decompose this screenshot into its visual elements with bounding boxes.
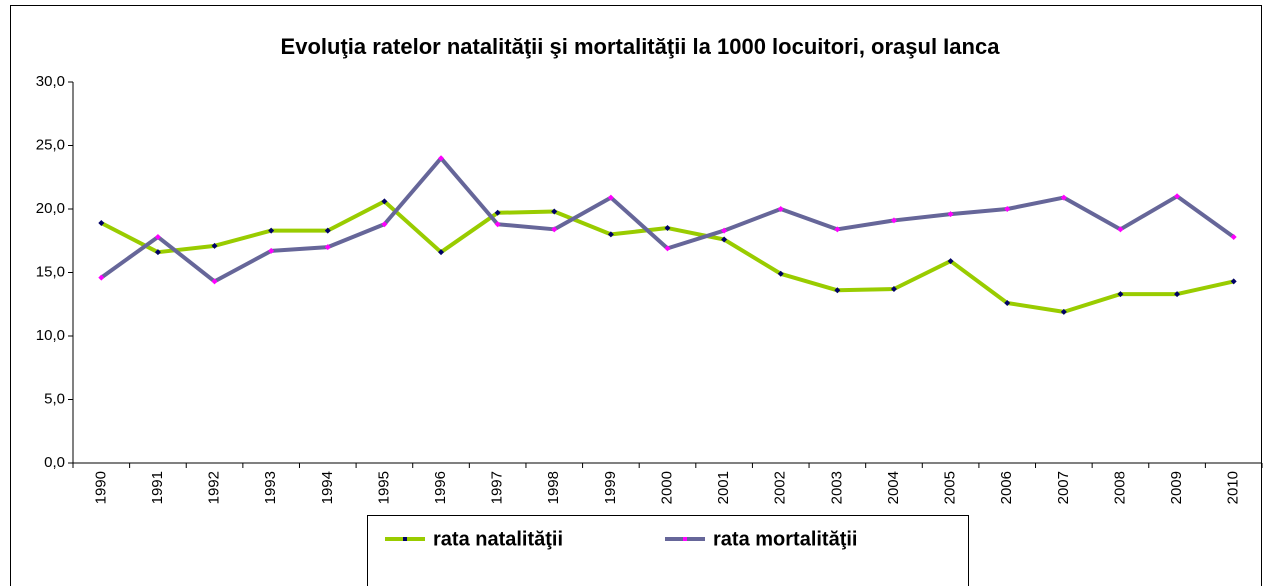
marker xyxy=(438,155,445,162)
marker xyxy=(947,258,954,265)
y-tick-label: 10,0 xyxy=(36,327,65,344)
x-tick-label: 1999 xyxy=(602,471,619,504)
marker xyxy=(211,278,218,285)
marker xyxy=(721,236,728,243)
marker xyxy=(98,219,105,226)
x-tick-label: 2003 xyxy=(828,471,845,504)
x-tick-label: 1990 xyxy=(92,471,109,504)
marker xyxy=(890,217,897,224)
x-tick-label: 2005 xyxy=(942,471,959,504)
x-tick-label: 2009 xyxy=(1168,471,1185,504)
marker xyxy=(1230,278,1237,285)
marker xyxy=(777,206,784,212)
x-tick-label: 2004 xyxy=(885,471,902,504)
y-tick-label: 0,0 xyxy=(44,454,65,471)
legend-label: rata mortalităţii xyxy=(713,528,857,550)
marker xyxy=(890,286,897,293)
x-tick-label: 1998 xyxy=(545,471,562,504)
marker xyxy=(438,249,445,256)
marker xyxy=(1117,226,1124,233)
marker xyxy=(98,274,105,281)
marker xyxy=(268,247,275,254)
marker xyxy=(381,198,388,205)
x-tick-label: 2007 xyxy=(1055,471,1072,504)
marker xyxy=(268,227,275,234)
x-tick-label: 2010 xyxy=(1225,471,1242,504)
marker xyxy=(324,227,331,234)
marker xyxy=(1060,194,1067,201)
x-tick-label: 1994 xyxy=(319,471,336,504)
marker xyxy=(834,287,841,294)
marker xyxy=(1174,193,1181,200)
x-tick-label: 1993 xyxy=(262,471,279,504)
x-tick-label: 2002 xyxy=(772,471,789,504)
marker xyxy=(494,209,501,216)
legend-label: rata natalităţii xyxy=(433,528,563,550)
x-tick-label: 1991 xyxy=(149,471,166,504)
marker xyxy=(664,245,671,252)
marker xyxy=(1230,233,1237,240)
legend-marker xyxy=(683,537,687,541)
marker xyxy=(551,226,558,233)
x-tick-label: 1996 xyxy=(432,471,449,504)
marker xyxy=(1004,206,1011,212)
marker xyxy=(154,233,161,240)
y-tick-label: 5,0 xyxy=(44,390,65,407)
x-tick-label: 1992 xyxy=(206,471,223,504)
marker xyxy=(1174,291,1181,298)
marker xyxy=(834,226,841,233)
marker xyxy=(211,242,218,249)
y-tick-label: 25,0 xyxy=(36,136,65,153)
y-tick-label: 30,0 xyxy=(36,73,65,90)
x-tick-label: 1995 xyxy=(375,471,392,504)
chart-border xyxy=(10,5,1262,586)
marker xyxy=(551,208,558,215)
legend-box xyxy=(367,515,969,586)
marker xyxy=(494,221,501,228)
chart-title: Evoluţia ratelor natalităţii şi mortalit… xyxy=(281,34,1001,59)
y-tick-label: 20,0 xyxy=(36,200,65,217)
x-tick-label: 1997 xyxy=(489,471,506,504)
marker xyxy=(607,231,614,238)
marker xyxy=(1117,291,1124,298)
marker xyxy=(1004,299,1011,306)
marker xyxy=(607,194,614,201)
x-tick-label: 2008 xyxy=(1111,471,1128,504)
marker xyxy=(664,225,671,232)
marker xyxy=(324,244,331,251)
legend-marker xyxy=(403,537,407,541)
marker xyxy=(947,211,954,218)
marker xyxy=(154,249,161,256)
x-tick-label: 2000 xyxy=(658,471,675,504)
marker xyxy=(1060,308,1067,315)
marker xyxy=(721,227,728,234)
x-tick-label: 2006 xyxy=(998,471,1015,504)
marker xyxy=(381,221,388,228)
marker xyxy=(777,270,784,277)
x-tick-label: 2001 xyxy=(715,471,732,504)
y-tick-label: 15,0 xyxy=(36,263,65,280)
